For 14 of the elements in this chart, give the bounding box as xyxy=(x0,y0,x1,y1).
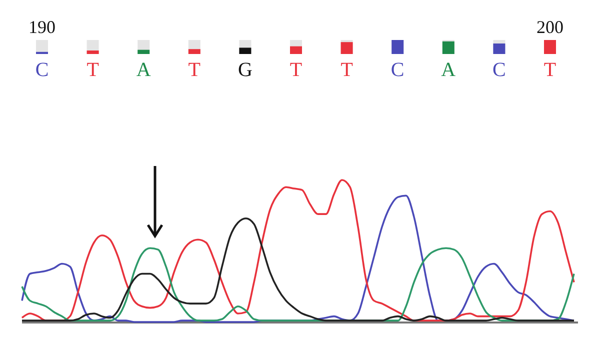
bar xyxy=(86,50,99,54)
x-tick-label: A xyxy=(441,59,456,81)
x-tick-label: C xyxy=(390,59,404,81)
text: 200 xyxy=(536,17,564,37)
x-tick-label: C xyxy=(35,59,49,81)
x-tick-label: T xyxy=(188,59,201,81)
text: 190 xyxy=(28,17,56,37)
x-tick-label: T xyxy=(86,59,99,81)
x-tick-label: T xyxy=(544,59,556,81)
x-tick-label: A xyxy=(136,59,152,81)
x-tick-label: T xyxy=(290,59,302,81)
x-tick-label: G xyxy=(238,59,252,81)
x-tick-label: C xyxy=(492,59,506,81)
x-tick-label: T xyxy=(340,59,353,81)
